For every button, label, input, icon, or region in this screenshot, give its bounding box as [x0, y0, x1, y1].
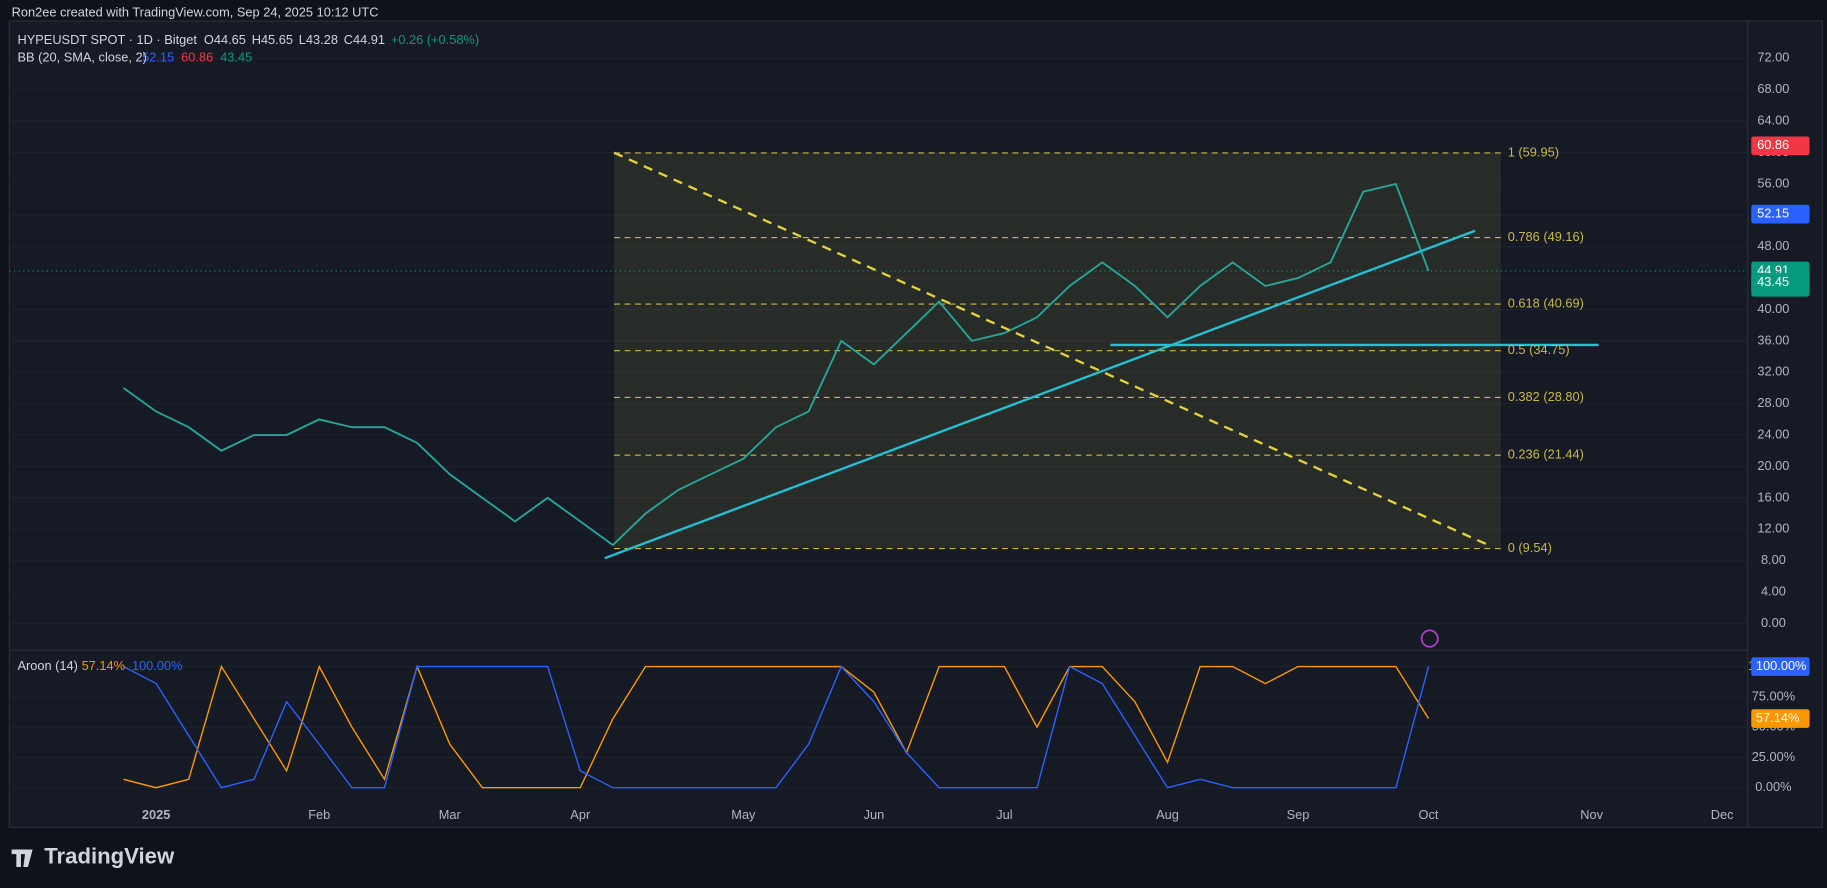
y-tick-label: 32.00 [1757, 364, 1789, 379]
y-tick-label: 16.00 [1757, 489, 1789, 504]
x-tick-label: Apr [570, 807, 591, 822]
x-tick-label: May [731, 807, 756, 822]
x-tick-label: Aug [1156, 807, 1179, 822]
indicator-value: 60.86 [181, 50, 213, 65]
price-line [122, 182, 1430, 547]
y-tick-label: 0.00% [1755, 779, 1791, 794]
y-tick-label: 56.00 [1757, 175, 1789, 190]
x-tick-label: Jun [864, 807, 885, 822]
y-tick-label: 68.00 [1757, 81, 1789, 96]
diagonal-trendline [613, 151, 1490, 547]
y-tick-label: 64.00 [1757, 113, 1789, 128]
price-badge [1751, 204, 1810, 224]
y-tick-label: 4.00 [1761, 583, 1786, 598]
indicator-name: BB (20, SMA, close, 2) [17, 50, 146, 65]
ohlc-value: O44.65 [204, 32, 246, 47]
y-tick-label: 8.00 [1761, 552, 1786, 567]
ohlc-value: H45.65 [252, 32, 293, 47]
indicator-value: 43.45 [220, 50, 252, 65]
y-tick-label: 20.00 [1757, 458, 1789, 473]
grid [9, 57, 1748, 789]
labels: O44.65 H45.65 L43.28 C44.91 +0.26 (+0.58%) 52… [82, 32, 1810, 822]
y-tick-label: 12.00 [1757, 521, 1789, 536]
aroon-badge [1751, 657, 1810, 676]
x-tick-label: Dec [1711, 807, 1734, 822]
aroon-badge-label: 57.14% [1756, 710, 1799, 725]
fib-label: 1 (59.95) [1508, 144, 1559, 159]
aroon-badge-label: 100.00% [1756, 658, 1807, 673]
plot [122, 182, 1430, 789]
alert-icon[interactable] [1420, 629, 1439, 648]
fib-label: 0.236 (21.44) [1508, 447, 1584, 462]
support-trendline [604, 229, 1476, 560]
ohlc-value: L43.28 [299, 32, 338, 47]
x-tick-label: Feb [308, 807, 330, 822]
aroon-badge [1751, 709, 1810, 728]
price-badge-label: 60.86 [1757, 137, 1789, 152]
price-badge [1751, 273, 1810, 292]
price-badge [1751, 136, 1810, 156]
indicator-value: 52.15 [142, 50, 174, 65]
y-tick-label: 36.00 [1757, 332, 1789, 347]
fib-label: 0.382 (28.80) [1508, 389, 1584, 404]
price-badge-label: 43.45 [1757, 274, 1789, 289]
price-badge-label: 52.15 [1757, 206, 1789, 221]
y-tick-label: 0.00 [1761, 615, 1786, 630]
y-tick-label: 28.00 [1757, 395, 1789, 410]
aroon-line [123, 665, 1430, 789]
x-tick-label: Oct [1419, 807, 1439, 822]
x-tick-label: Mar [439, 807, 462, 822]
x-tick-label: Sep [1287, 807, 1310, 822]
aroon-line [123, 664, 1430, 789]
ohlc-value: C44.91 [344, 32, 385, 47]
fib-label: 0 (9.54) [1508, 540, 1552, 555]
ohlc-value: +0.26 (+0.58%) [391, 32, 479, 47]
fib-label: 0.786 (49.16) [1508, 229, 1584, 244]
aroon-title: Aroon (14) [17, 658, 77, 673]
symbol: HYPEUSDT SPOT · 1D · Bitget [17, 32, 197, 47]
y-tick-label: 48.00 [1757, 238, 1789, 253]
aroon-legend-value: 100.00% [132, 658, 183, 673]
brand: TradingView [44, 843, 175, 868]
x-tick-label: Jul [996, 807, 1012, 822]
x-tick-label: Nov [1580, 807, 1603, 822]
y-tick-label: 25.00% [1752, 749, 1795, 764]
attribution: Ron2ee created with TradingView.com, Sep… [12, 4, 379, 19]
y-tick-label: 40.00 [1757, 301, 1789, 316]
x-tick-label: 2025 [142, 807, 170, 822]
fib-label: 0.618 (40.69) [1508, 295, 1584, 310]
aroon-legend-value: 57.14% [82, 658, 125, 673]
y-tick-label: 72.00 [1757, 50, 1789, 65]
fib-label: 0.5 (34.75) [1508, 342, 1570, 357]
y-tick-label: 75.00% [1752, 688, 1795, 703]
brand-logo [11, 849, 33, 867]
y-tick-label: 24.00 [1757, 426, 1789, 441]
